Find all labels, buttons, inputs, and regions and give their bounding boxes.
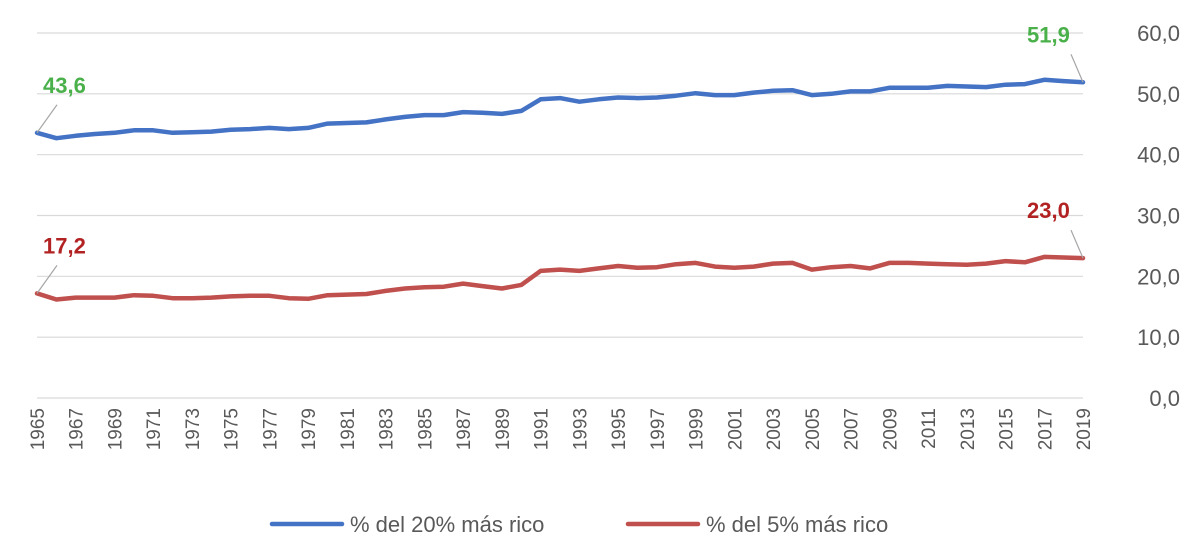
x-axis-ticks: 1965 1967 1969 1971 1973 1975 1977 1979 1981 1983… [28, 408, 1095, 450]
x-tick-label: 1977 [260, 408, 281, 450]
x-tick-label: 1983 [377, 408, 398, 450]
series-line-2 [34, 254, 1086, 302]
x-tick-label: 1971 [144, 408, 165, 450]
x-tick-label: 1997 [648, 408, 669, 450]
end-label-leader [1070, 229, 1084, 259]
x-tick-label: 1967 [67, 408, 88, 450]
start-value-label: 43,6 [43, 73, 86, 98]
x-tick-label: 2019 [1074, 408, 1095, 450]
x-tick-label: 1995 [609, 408, 630, 450]
x-tick-label: 2003 [764, 408, 785, 450]
x-tick-label: 1969 [106, 408, 127, 450]
x-tick-label: 1993 [570, 408, 591, 450]
y-tick-label: 20,0 [1137, 264, 1180, 289]
y-tick-label: 40,0 [1137, 143, 1180, 168]
legend: % del 20% más rico % del 5% más rico [269, 512, 888, 537]
series-lines [34, 77, 1086, 302]
x-tick-label: 2005 [803, 408, 824, 450]
x-tick-label: 1965 [28, 408, 49, 450]
start-label-leader [36, 265, 58, 294]
x-tick-label: 2007 [842, 408, 863, 450]
y-axis-ticks: 0,0 10,0 20,0 30,0 40,0 50,0 60,0 [1137, 21, 1180, 411]
x-tick-label: 1991 [532, 408, 553, 450]
series-line-1 [34, 77, 1086, 141]
x-tick-label: 1973 [183, 408, 204, 450]
x-tick-label: 1985 [415, 408, 436, 450]
x-tick-label: 1989 [493, 408, 514, 450]
x-tick-label: 2001 [725, 408, 746, 450]
gridlines [37, 32, 1083, 399]
legend-label-1: % del 20% más rico [350, 512, 544, 537]
start-label-leader [36, 104, 58, 134]
x-tick-label: 1987 [454, 408, 475, 450]
end-value-label: 23,0 [1027, 198, 1070, 223]
y-tick-label: 10,0 [1137, 325, 1180, 350]
x-tick-label: 2013 [958, 408, 979, 450]
y-tick-label: 50,0 [1137, 82, 1180, 107]
end-label-leader [1070, 54, 1084, 83]
legend-label-2: % del 5% más rico [706, 512, 888, 537]
y-tick-label: 60,0 [1137, 21, 1180, 46]
x-tick-label: 1999 [687, 408, 708, 450]
x-tick-label: 2017 [1035, 408, 1056, 450]
x-tick-label: 2009 [880, 408, 901, 450]
y-tick-label: 0,0 [1149, 386, 1180, 411]
y-tick-label: 30,0 [1137, 204, 1180, 229]
x-tick-label: 1981 [338, 408, 359, 450]
x-tick-label: 2011 [919, 408, 940, 449]
x-tick-label: 1979 [299, 408, 320, 450]
x-tick-label: 1975 [222, 408, 243, 450]
start-value-label: 17,2 [43, 233, 86, 258]
x-tick-label: 2015 [997, 408, 1018, 450]
data-annotations: 43,6 51,9 17,2 23,0 [36, 22, 1084, 294]
end-value-label: 51,9 [1027, 22, 1070, 47]
